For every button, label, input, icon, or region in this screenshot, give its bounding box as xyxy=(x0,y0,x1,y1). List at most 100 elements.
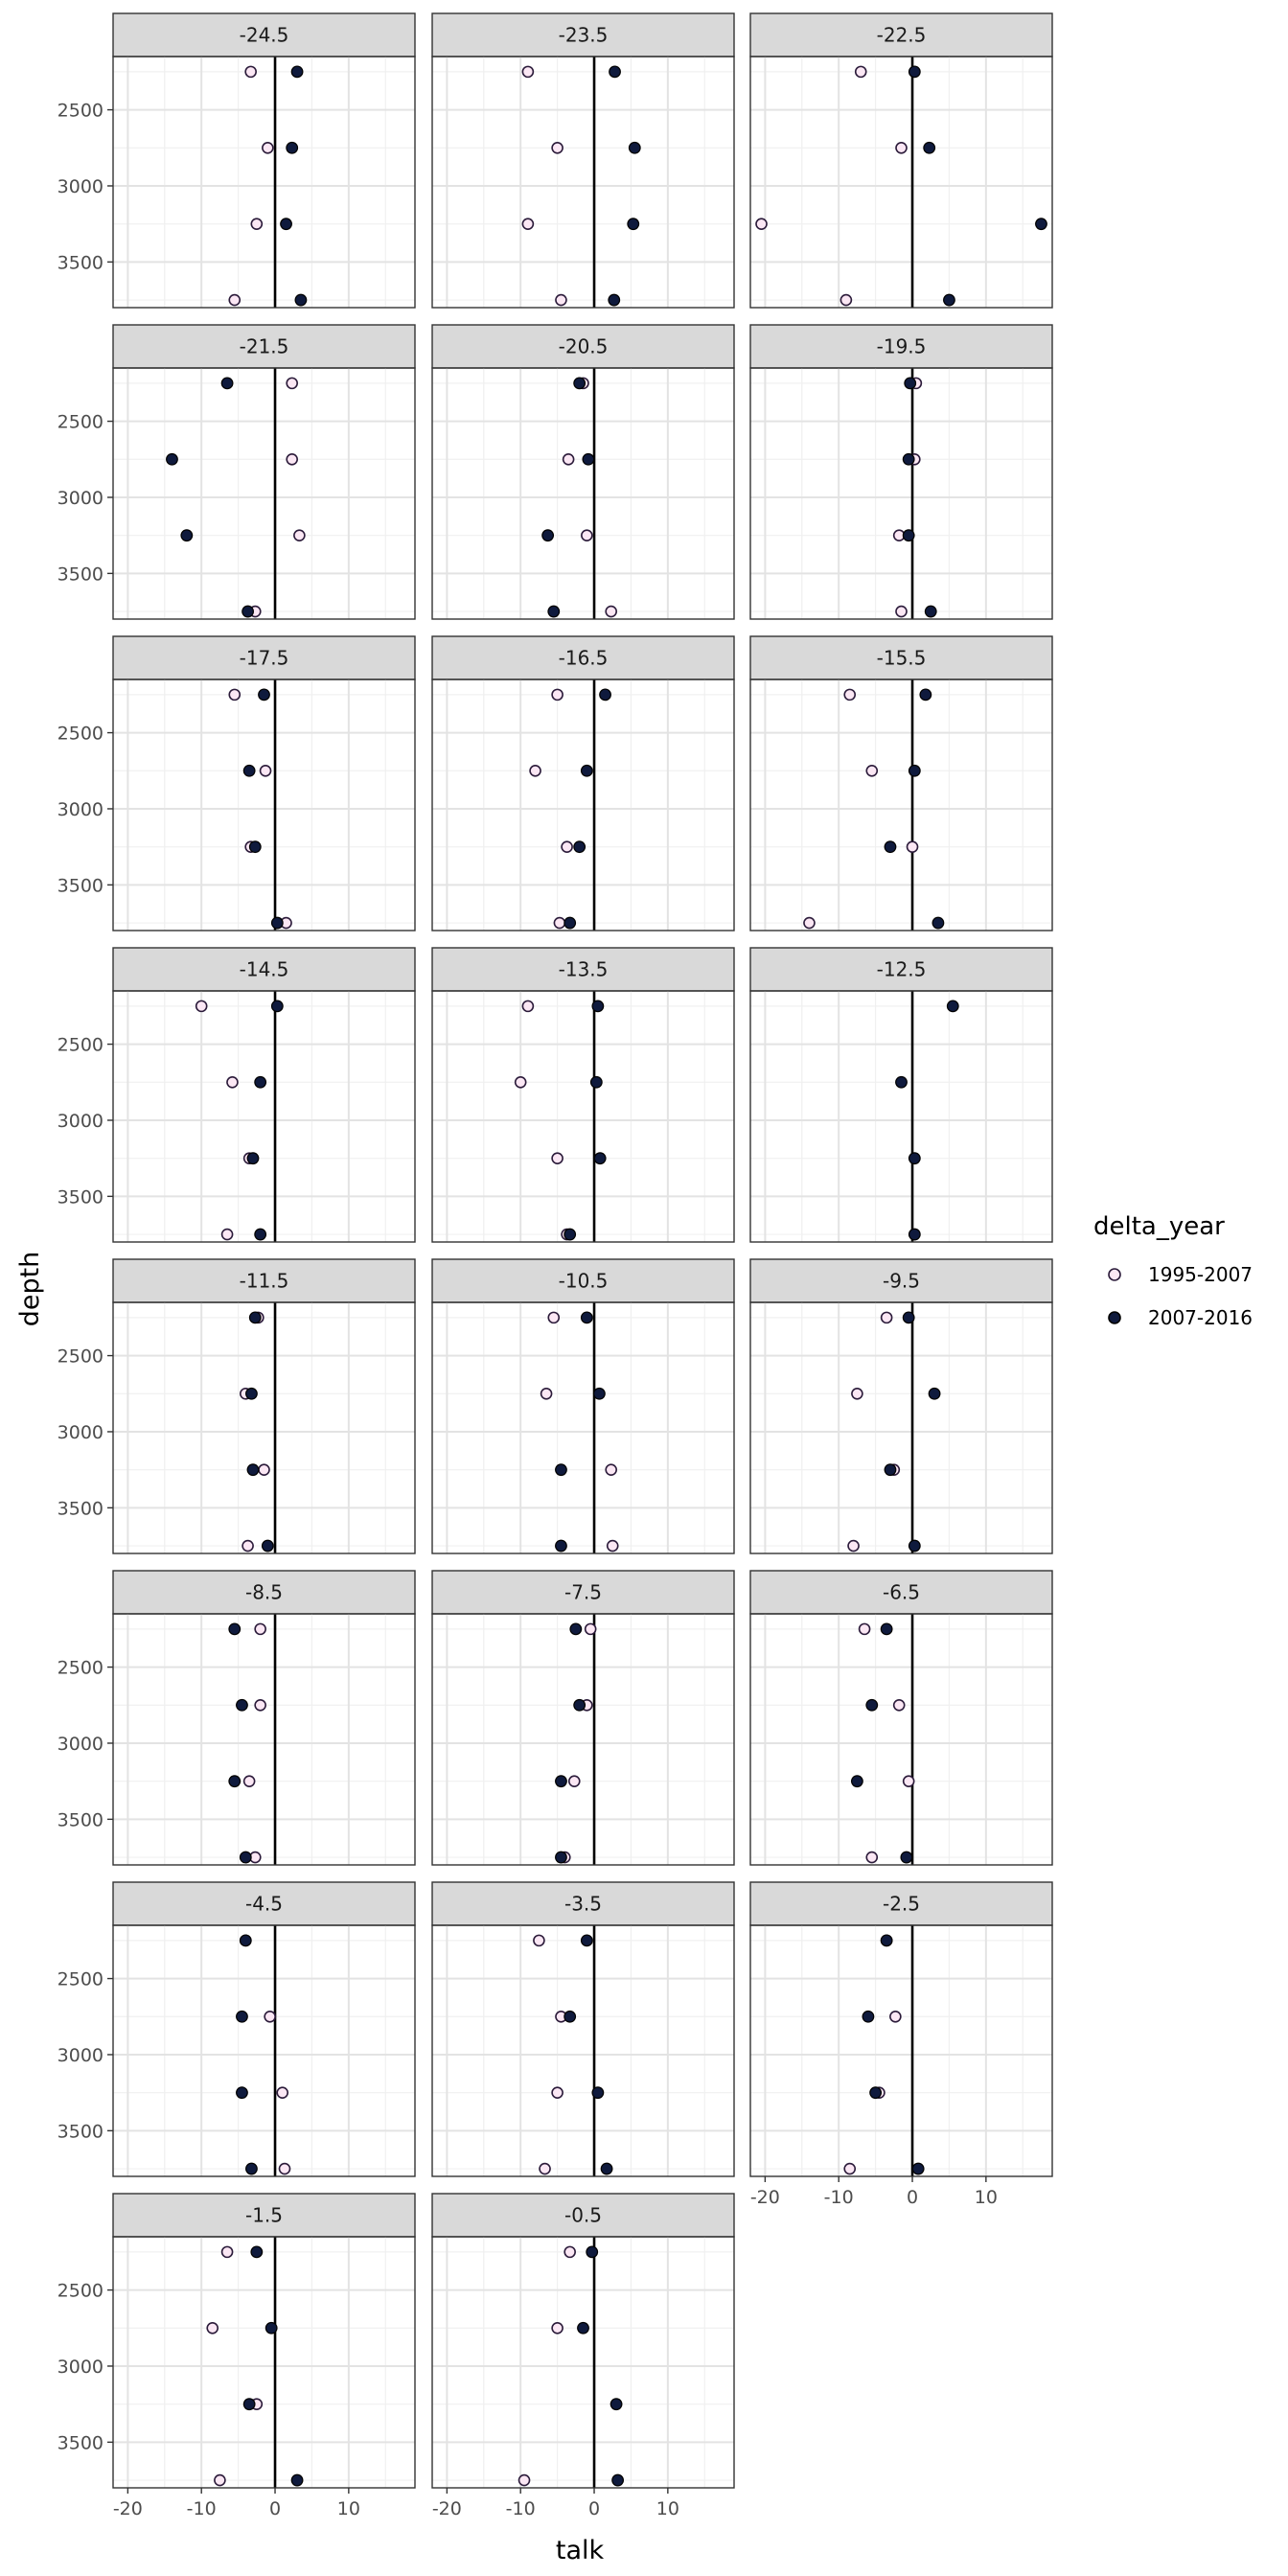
point-2007-2016 xyxy=(555,1775,567,1788)
point-2007-2016 xyxy=(564,2010,577,2023)
facet-strip xyxy=(431,324,735,369)
facet-strip xyxy=(749,324,1053,369)
point-2007-2016 xyxy=(908,1539,921,1552)
point-2007-2016 xyxy=(564,916,577,930)
point-2007-2016 xyxy=(245,2162,258,2175)
facet-panels: -24.5 2500 3000 3500 -23.5 -22.5 -21.5 2500 3000… xyxy=(58,12,1053,2519)
facet-label: -24.5 xyxy=(240,24,289,47)
panel-border xyxy=(112,678,416,932)
legend-key xyxy=(1108,1268,1121,1281)
facet-panel: -2.5 -20 -10 0 10 xyxy=(749,1881,1053,2208)
point-1995-2007 xyxy=(521,65,535,79)
point-2007-2016 xyxy=(851,1775,863,1788)
point-2007-2016 xyxy=(573,377,586,390)
point-2007-2016 xyxy=(1035,218,1047,231)
point-2007-2016 xyxy=(591,1000,605,1013)
point-2007-2016 xyxy=(904,377,917,390)
point-2007-2016 xyxy=(555,1851,567,1864)
facet-label: -10.5 xyxy=(559,1270,609,1293)
point-2007-2016 xyxy=(264,2321,278,2334)
point-1995-2007 xyxy=(278,2162,291,2175)
point-2007-2016 xyxy=(573,1698,586,1712)
point-2007-2016 xyxy=(591,2086,605,2100)
point-2007-2016 xyxy=(250,2245,264,2259)
point-1995-2007 xyxy=(851,1387,863,1400)
point-1995-2007 xyxy=(254,1622,266,1636)
point-2007-2016 xyxy=(932,916,945,930)
y-tick-label: 3500 xyxy=(58,1809,104,1830)
point-2007-2016 xyxy=(589,1075,603,1089)
point-1995-2007 xyxy=(605,605,617,618)
point-1995-2007 xyxy=(755,218,768,230)
point-2007-2016 xyxy=(943,293,955,307)
y-tick-label: 3000 xyxy=(58,799,104,820)
y-tick-label: 2500 xyxy=(58,1035,104,1056)
facet-strip xyxy=(112,12,416,58)
point-2007-2016 xyxy=(580,1934,593,1947)
point-1995-2007 xyxy=(286,377,298,390)
facet-strip xyxy=(112,1881,416,1926)
facet-panel: -23.5 xyxy=(431,12,735,309)
facet-strip xyxy=(112,2193,416,2238)
facet-panel: -4.5 2500 3000 3500 xyxy=(58,1881,416,2177)
facet-panel: -10.5 xyxy=(431,1258,735,1554)
point-2007-2016 xyxy=(880,1622,893,1636)
point-2007-2016 xyxy=(884,840,897,854)
facet-panel: -15.5 xyxy=(749,635,1053,932)
facet-label: -11.5 xyxy=(240,1270,289,1293)
y-tick-label: 2500 xyxy=(58,2281,104,2302)
point-1995-2007 xyxy=(551,2086,564,2099)
point-2007-2016 xyxy=(242,764,256,777)
facet-label: -7.5 xyxy=(564,1581,602,1604)
point-2007-2016 xyxy=(609,65,621,79)
point-1995-2007 xyxy=(561,840,573,853)
y-tick-label: 2500 xyxy=(58,1969,104,1990)
point-1995-2007 xyxy=(521,1000,535,1013)
point-2007-2016 xyxy=(180,529,194,542)
legend: delta_year 1995-2007 2007-2016 xyxy=(1093,1212,1253,1329)
facet-label: -12.5 xyxy=(877,958,927,981)
facet-label: -6.5 xyxy=(883,1581,920,1604)
point-1995-2007 xyxy=(259,764,272,777)
panel-border xyxy=(112,367,416,620)
panel-border xyxy=(112,1613,416,1866)
point-2007-2016 xyxy=(242,605,254,618)
panel-border xyxy=(749,678,1053,932)
y-tick-label: 3000 xyxy=(58,1422,104,1443)
point-1995-2007 xyxy=(551,1152,564,1164)
facet-strip xyxy=(431,12,735,58)
point-2007-2016 xyxy=(245,1387,258,1400)
point-2007-2016 xyxy=(248,840,262,854)
point-1995-2007 xyxy=(226,1075,239,1089)
panel-border xyxy=(431,678,735,932)
y-tick-label: 2500 xyxy=(58,724,104,745)
point-1995-2007 xyxy=(858,1622,871,1636)
point-2007-2016 xyxy=(246,1463,260,1477)
facet-label: -21.5 xyxy=(240,335,289,358)
point-1995-2007 xyxy=(843,688,857,702)
facet-label: -3.5 xyxy=(564,1893,602,1916)
point-1995-2007 xyxy=(564,2245,576,2259)
x-tick-label: 10 xyxy=(975,2187,998,2208)
facet-panel: -7.5 xyxy=(431,1570,735,1866)
point-2007-2016 xyxy=(600,2162,613,2175)
point-1995-2007 xyxy=(880,1311,893,1324)
y-tick-label: 2500 xyxy=(58,1658,104,1679)
point-2007-2016 xyxy=(911,2162,925,2175)
point-2007-2016 xyxy=(236,2086,248,2100)
facet-label: -8.5 xyxy=(245,1581,283,1604)
point-2007-2016 xyxy=(599,688,611,702)
point-1995-2007 xyxy=(889,2010,902,2023)
point-2007-2016 xyxy=(166,452,178,466)
panel-border xyxy=(112,2236,416,2489)
point-1995-2007 xyxy=(902,1775,915,1787)
point-1995-2007 xyxy=(540,1387,553,1400)
facet-strip xyxy=(749,1881,1053,1926)
facet-panel: -22.5 xyxy=(749,12,1053,309)
point-1995-2007 xyxy=(606,1539,619,1552)
facet-label: -23.5 xyxy=(559,24,609,47)
facet-label: -0.5 xyxy=(564,2204,602,2227)
point-2007-2016 xyxy=(239,1934,252,1947)
facet-panel: -8.5 2500 3000 3500 xyxy=(58,1570,416,1866)
point-1995-2007 xyxy=(865,764,879,777)
